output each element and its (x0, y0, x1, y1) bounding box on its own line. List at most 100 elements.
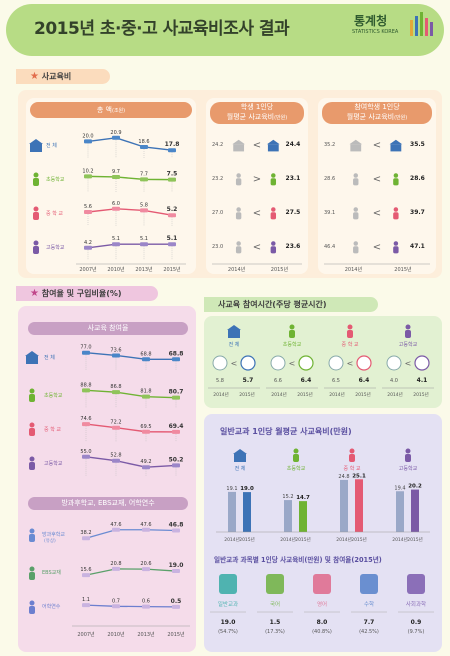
data-label: 47.6 (110, 522, 121, 528)
data-point (142, 357, 150, 362)
row-label: 중 학 교 (44, 426, 61, 433)
section-title-cost: ★ 사교육비 (16, 69, 110, 84)
bar-label: 14.7 (296, 495, 310, 501)
section-title-hours: 사교육 참여시간(주당 평균시간) (204, 297, 378, 312)
data-label: 68.8 (140, 351, 151, 357)
student-body-icon (405, 330, 411, 338)
student-body-icon (393, 178, 399, 186)
bar-2014 (284, 500, 292, 532)
data-point (84, 174, 92, 179)
student-head-icon (353, 173, 359, 178)
x-tick-label: 2007년 (77, 631, 95, 638)
series-line (87, 137, 173, 151)
compare-op: < (373, 242, 381, 253)
value-2015: 39.7 (410, 209, 425, 216)
student-head-icon (29, 528, 35, 534)
student-head-icon (353, 207, 359, 212)
per-participant-chart: 35.2 <35.5 28.6 <28.6 39.1 <39.7 46.4 <47.1 2014… (324, 139, 430, 273)
x-tick-label: 2014년 (213, 391, 229, 398)
subject-icon (360, 574, 378, 594)
brand-subtitle: STATISTICS KOREA (352, 29, 399, 35)
student-body-icon (29, 606, 35, 614)
student-head-icon (33, 206, 39, 212)
data-point (172, 395, 180, 400)
row-label: 전 체 (46, 142, 57, 149)
x-tick-label: 2015년 (297, 391, 313, 398)
clock-icon (298, 355, 314, 371)
value-2014: 6.6 (274, 378, 282, 384)
data-label: 19.0 (169, 562, 184, 569)
x-tick-label: 2014년 (329, 391, 345, 398)
subject-name: 사회과학 (406, 600, 426, 608)
school-roof-icon (349, 139, 363, 145)
per-participant-subpanel (318, 98, 436, 274)
row-sublabel: (유상) (44, 537, 56, 544)
compare-op: < (289, 359, 296, 368)
data-label: 1.1 (82, 597, 90, 603)
bar-2014 (340, 479, 348, 532)
data-point (172, 569, 180, 574)
x-tick-label: 2014년 (345, 266, 363, 273)
student-head-icon (29, 422, 35, 428)
student-body-icon (235, 246, 242, 254)
value-2015: 6.4 (301, 377, 312, 384)
row-label: 초등학교 (46, 176, 65, 183)
x-tick-label: 2015년 (355, 391, 371, 398)
data-label: 4.2 (84, 240, 92, 246)
bar-2014 (228, 491, 236, 532)
student-body-icon (33, 246, 39, 254)
school-icon (267, 144, 279, 152)
subject-cost: 7.7 (364, 619, 375, 626)
data-label: 50.2 (169, 456, 184, 463)
subject-cost: 0.9 (411, 619, 422, 626)
data-label: 10.2 (82, 168, 93, 174)
data-point (112, 390, 120, 395)
data-point (84, 139, 92, 144)
value-2015: 24.4 (286, 141, 301, 148)
subject-name: 영어 (317, 600, 327, 608)
row-label: 중 학 교 (46, 210, 63, 217)
data-point (172, 463, 180, 468)
student-body-icon (235, 212, 242, 220)
x-tick-label: 2015년 (167, 631, 185, 638)
data-point (142, 465, 150, 470)
school-icon (26, 356, 38, 364)
data-label: 55.0 (80, 449, 91, 455)
data-label: 47.6 (140, 522, 151, 528)
student-head-icon (29, 456, 35, 462)
x-tick-label: 2013년 (135, 266, 153, 273)
student-head-icon (353, 241, 359, 246)
data-label: 7.5 (167, 171, 178, 178)
hours-chart: 전 체 <5.8 5.7 2014년 2015년 초등학교 <6.6 6.4 2014년 2015… (208, 324, 434, 398)
x-tick-label: 2014년 (228, 266, 246, 273)
star-icon: ★ (30, 288, 39, 299)
data-label: 17.8 (165, 141, 180, 148)
compare-op: < (405, 359, 412, 368)
value-2014: 23.0 (212, 244, 223, 250)
row-label: 고등학교 (44, 460, 63, 467)
value-2014: 6.5 (332, 378, 340, 384)
bar-label: 19.4 (394, 485, 405, 491)
series-line (87, 208, 173, 216)
student-body-icon (353, 178, 359, 186)
x-tick-label: 2013년 (137, 631, 155, 638)
compare-op: < (253, 208, 261, 219)
bar-label: 25.1 (352, 473, 366, 479)
general-title: 일반교과 1인당 월평균 사교육비(만원) (220, 427, 352, 436)
data-label: 0.5 (171, 598, 182, 605)
value-2014: 28.6 (324, 176, 335, 182)
data-label: 0.6 (142, 599, 150, 605)
student-head-icon (236, 173, 241, 178)
data-point (82, 422, 90, 427)
data-point (140, 177, 148, 182)
student-head-icon (236, 207, 241, 212)
student-body-icon (293, 454, 299, 462)
subject-icon (407, 574, 425, 594)
x-tick-label: 2014년 (224, 536, 240, 543)
data-point (112, 206, 120, 211)
student-head-icon (33, 240, 39, 246)
subject-rate: (40.8%) (312, 629, 332, 635)
student-head-icon (29, 388, 35, 394)
bar-label: 15.2 (282, 494, 293, 500)
